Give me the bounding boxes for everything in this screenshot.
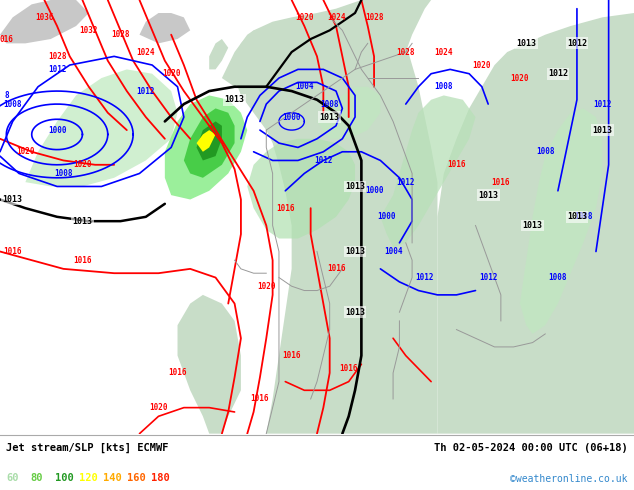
Text: 1008: 1008 xyxy=(536,147,555,156)
Text: 1016: 1016 xyxy=(250,394,269,403)
Text: 1020: 1020 xyxy=(257,282,276,291)
Text: 1016: 1016 xyxy=(276,204,295,213)
Text: 1012: 1012 xyxy=(396,178,415,187)
Text: 1000: 1000 xyxy=(377,212,396,221)
Polygon shape xyxy=(178,295,241,434)
Text: 1013: 1013 xyxy=(320,113,340,122)
Text: 160: 160 xyxy=(127,472,146,483)
Text: 1013: 1013 xyxy=(567,212,587,221)
Text: 1012: 1012 xyxy=(548,69,568,78)
Text: 1020: 1020 xyxy=(472,61,491,70)
Polygon shape xyxy=(139,13,190,44)
Text: 1028: 1028 xyxy=(48,52,67,61)
Text: 1024: 1024 xyxy=(136,48,155,56)
Text: 1012: 1012 xyxy=(314,156,333,165)
Polygon shape xyxy=(0,0,89,44)
Text: 1020: 1020 xyxy=(162,69,181,78)
Text: 1008: 1008 xyxy=(3,99,22,109)
Polygon shape xyxy=(222,30,260,87)
Text: 1000: 1000 xyxy=(282,113,301,122)
Text: 1028: 1028 xyxy=(396,48,415,56)
Text: 100: 100 xyxy=(55,472,74,483)
Polygon shape xyxy=(437,13,634,434)
Text: 1004: 1004 xyxy=(384,247,403,256)
Text: 1012: 1012 xyxy=(136,87,155,96)
Text: 1013: 1013 xyxy=(516,39,536,48)
Text: 1013: 1013 xyxy=(224,95,245,104)
Text: 1013: 1013 xyxy=(522,221,543,230)
Text: 016: 016 xyxy=(0,34,13,44)
Text: 1012: 1012 xyxy=(48,65,67,74)
Polygon shape xyxy=(25,70,178,187)
Text: 1012: 1012 xyxy=(593,99,612,109)
Polygon shape xyxy=(235,0,437,434)
Text: 8: 8 xyxy=(4,91,9,100)
Text: Th 02-05-2024 00:00 UTC (06+18): Th 02-05-2024 00:00 UTC (06+18) xyxy=(434,443,628,453)
Text: 1032: 1032 xyxy=(79,26,98,35)
Polygon shape xyxy=(380,96,476,247)
Text: 1016: 1016 xyxy=(73,256,92,265)
Text: 1008: 1008 xyxy=(548,273,567,282)
Text: 1024: 1024 xyxy=(434,48,453,56)
Text: 1016: 1016 xyxy=(339,364,358,373)
Polygon shape xyxy=(247,139,355,239)
Polygon shape xyxy=(197,122,222,160)
Text: 1000: 1000 xyxy=(48,125,67,135)
Text: 1008: 1008 xyxy=(574,212,593,221)
Text: 80: 80 xyxy=(30,472,43,483)
Polygon shape xyxy=(361,0,431,78)
Polygon shape xyxy=(165,96,247,199)
Text: 1004: 1004 xyxy=(295,82,314,91)
Text: 1012: 1012 xyxy=(567,39,587,48)
Text: 1013: 1013 xyxy=(592,125,612,135)
Text: 1028: 1028 xyxy=(365,13,384,22)
Polygon shape xyxy=(197,130,216,152)
Text: 1012: 1012 xyxy=(415,273,434,282)
Text: 1008: 1008 xyxy=(54,169,73,178)
Text: 1013: 1013 xyxy=(345,182,365,191)
Text: 140: 140 xyxy=(103,472,122,483)
Text: 1016: 1016 xyxy=(327,265,346,273)
Text: 1012: 1012 xyxy=(479,273,498,282)
Text: 60: 60 xyxy=(6,472,19,483)
Text: ©weatheronline.co.uk: ©weatheronline.co.uk xyxy=(510,474,628,484)
Text: 120: 120 xyxy=(79,472,98,483)
Text: 1020: 1020 xyxy=(149,403,168,412)
Polygon shape xyxy=(209,39,228,70)
Text: 1016: 1016 xyxy=(282,351,301,360)
Text: 1000: 1000 xyxy=(365,186,384,196)
Text: 180: 180 xyxy=(151,472,170,483)
Polygon shape xyxy=(317,87,380,139)
Text: 1020: 1020 xyxy=(510,74,529,82)
Text: 1020: 1020 xyxy=(73,160,92,169)
Text: 1008: 1008 xyxy=(320,99,339,109)
Text: 1008: 1008 xyxy=(434,82,453,91)
Text: 1013: 1013 xyxy=(345,308,365,317)
Text: 1020: 1020 xyxy=(16,147,35,156)
Text: 1028: 1028 xyxy=(111,30,130,39)
Text: 1013: 1013 xyxy=(3,195,23,204)
Text: 1013: 1013 xyxy=(478,191,498,199)
Text: 1013: 1013 xyxy=(72,217,93,226)
Text: 1020: 1020 xyxy=(295,13,314,22)
Text: 1013: 1013 xyxy=(345,247,365,256)
Text: 1024: 1024 xyxy=(327,13,346,22)
Text: 1016: 1016 xyxy=(447,160,466,169)
Text: 1016: 1016 xyxy=(168,368,187,377)
Polygon shape xyxy=(184,108,235,178)
Text: 1016: 1016 xyxy=(3,247,22,256)
Text: 1036: 1036 xyxy=(35,13,54,22)
Polygon shape xyxy=(520,108,602,334)
Text: 1016: 1016 xyxy=(491,178,510,187)
Text: Jet stream/SLP [kts] ECMWF: Jet stream/SLP [kts] ECMWF xyxy=(6,442,169,453)
